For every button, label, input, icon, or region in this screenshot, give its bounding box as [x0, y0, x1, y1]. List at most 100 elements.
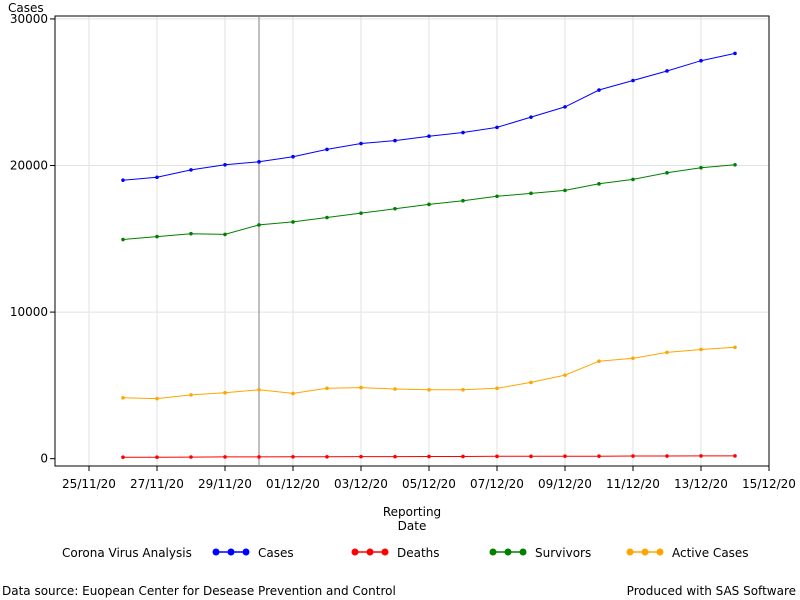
legend: Corona Virus Analysis Cases Deaths Survivo… — [62, 546, 749, 560]
data-point-cases — [699, 58, 703, 63]
data-point-active-cases — [121, 396, 125, 400]
data-point-survivors — [563, 188, 567, 193]
x-tick-label: 11/12/20 — [606, 477, 660, 491]
data-point-deaths — [665, 454, 669, 458]
x-tick-label: 15/12/20 — [742, 477, 796, 491]
data-point-cases — [597, 88, 601, 92]
data-point-active-cases — [291, 391, 295, 396]
data-point-survivors — [359, 211, 363, 215]
data-point-survivors — [393, 206, 397, 211]
data-point-cases — [665, 69, 669, 73]
data-point-deaths — [325, 454, 329, 459]
axes: 25/11/20 27/11/20 29/11/20 01/12/20 03/12/20… — [10, 12, 796, 491]
data-point-deaths — [631, 454, 635, 458]
legend-entry-label: Survivors — [535, 546, 591, 560]
data-point-active-cases — [597, 359, 601, 363]
data-point-active-cases — [393, 387, 397, 391]
gridlines — [55, 16, 769, 466]
data-point-deaths — [427, 454, 431, 459]
data-point-active-cases — [427, 387, 431, 392]
data-point-survivors — [665, 171, 669, 175]
data-point-active-cases — [257, 387, 261, 392]
x-tick-label: 27/11/20 — [130, 477, 184, 491]
data-point-survivors — [529, 191, 533, 196]
x-tick-label: 09/12/20 — [538, 477, 592, 491]
data-source-note: Data source: Euopean Center for Desease … — [2, 584, 396, 598]
y-tick-label: 30000 — [10, 12, 48, 26]
data-point-deaths — [359, 454, 363, 459]
data-point-active-cases — [325, 386, 329, 391]
data-point-deaths — [699, 454, 703, 458]
y-axis-title: Cases — [8, 1, 44, 15]
data-point-cases — [631, 78, 635, 83]
data-point-deaths — [597, 454, 601, 458]
data-point-survivors — [189, 231, 193, 236]
x-tick-label: 05/12/20 — [402, 477, 456, 491]
data-point-active-cases — [359, 385, 363, 390]
x-tick-label: 03/12/20 — [334, 477, 388, 491]
data-point-survivors — [461, 198, 465, 203]
data-point-deaths — [529, 454, 533, 459]
data-point-survivors — [257, 223, 261, 227]
legend-marker — [641, 548, 649, 556]
x-tick-label: 01/12/20 — [266, 477, 320, 491]
produced-with-note: Produced with SAS Software — [626, 584, 796, 598]
data-point-survivors — [155, 234, 159, 239]
x-tick-label: 25/11/20 — [62, 477, 116, 491]
data-point-survivors — [733, 162, 737, 167]
data-point-cases — [359, 141, 363, 146]
data-point-deaths — [733, 454, 737, 458]
x-axis-title-line1: Reporting — [383, 505, 441, 519]
data-point-cases — [325, 147, 329, 152]
legend-entry-label: Active Cases — [672, 546, 749, 560]
data-point-active-cases — [665, 350, 669, 355]
data-point-active-cases — [223, 390, 227, 395]
x-axis-title-line2: Date — [398, 519, 427, 533]
legend-marker — [227, 548, 235, 556]
data-point-survivors — [427, 202, 431, 207]
y-tick-label: 10000 — [10, 305, 48, 319]
data-point-cases — [733, 51, 737, 56]
data-point-deaths — [257, 455, 261, 459]
data-point-active-cases — [189, 393, 193, 397]
data-point-survivors — [597, 182, 601, 186]
series-lines — [121, 51, 737, 460]
legend-marker — [504, 548, 512, 556]
data-point-cases — [393, 138, 397, 143]
data-point-active-cases — [699, 347, 703, 352]
data-point-survivors — [631, 177, 635, 182]
data-point-deaths — [393, 454, 397, 459]
data-point-cases — [189, 168, 193, 172]
data-point-deaths — [223, 455, 227, 459]
legend-title: Corona Virus Analysis — [62, 546, 192, 560]
data-point-survivors — [223, 232, 227, 237]
data-point-survivors — [495, 194, 499, 199]
legend-marker — [351, 548, 359, 556]
legend-marker — [626, 548, 634, 556]
data-point-active-cases — [461, 387, 465, 392]
data-point-cases — [155, 175, 159, 180]
data-point-active-cases — [733, 345, 737, 350]
data-point-survivors — [121, 237, 125, 242]
data-point-cases — [121, 178, 125, 182]
data-point-cases — [495, 125, 499, 130]
data-point-deaths — [461, 454, 465, 459]
x-tick-label: 13/12/20 — [674, 477, 728, 491]
legend-marker — [366, 548, 374, 556]
legend-entry-label: Cases — [258, 546, 294, 560]
legend-marker — [519, 548, 527, 556]
plot-area — [54, 15, 770, 467]
data-point-active-cases — [495, 386, 499, 391]
data-point-deaths — [291, 454, 295, 459]
data-point-survivors — [699, 165, 703, 170]
data-point-deaths — [495, 454, 499, 459]
data-point-cases — [223, 162, 227, 167]
legend-marker — [656, 548, 664, 556]
data-point-survivors — [291, 220, 295, 224]
data-point-deaths — [155, 455, 159, 460]
data-point-active-cases — [529, 380, 533, 385]
x-tick-label: 29/11/20 — [198, 477, 252, 491]
data-point-deaths — [189, 455, 193, 459]
legend-marker — [489, 548, 497, 556]
